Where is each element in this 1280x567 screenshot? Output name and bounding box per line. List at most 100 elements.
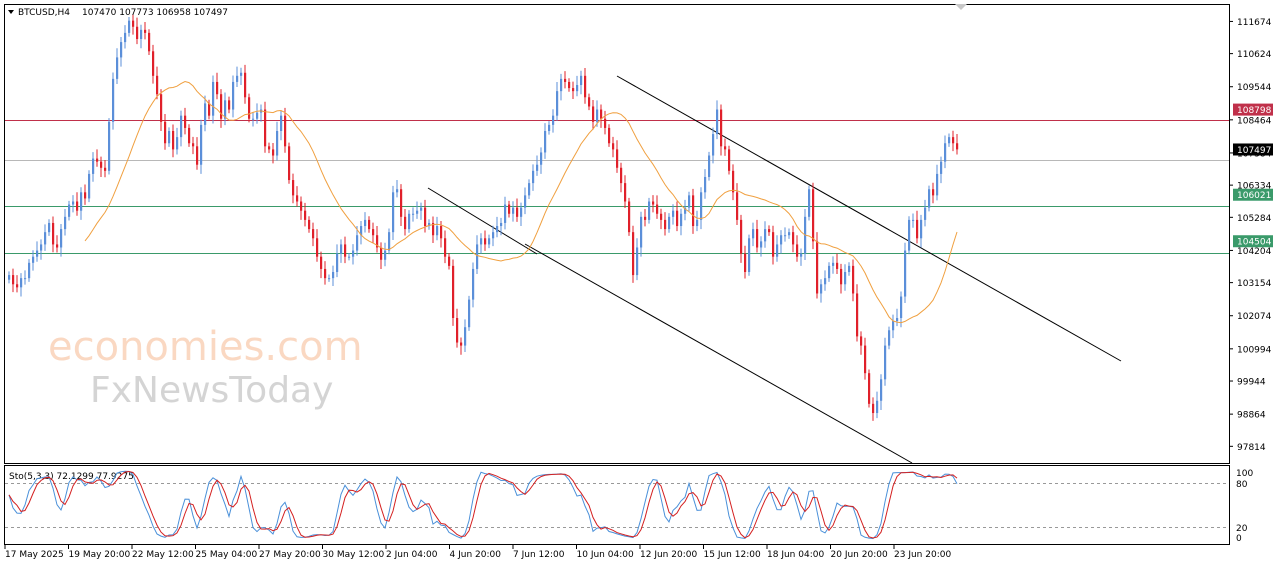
candle	[220, 89, 223, 128]
time-tick-label: 19 May 20:00	[69, 550, 131, 560]
candle	[756, 219, 759, 253]
candle	[644, 209, 647, 227]
main-pane-frame	[4, 4, 1230, 464]
candle	[788, 228, 791, 239]
candle	[948, 133, 951, 147]
candle	[228, 96, 231, 114]
time-axis: 17 May 2025 19 May 20:00 22 May 12:00 25 Ma…	[4, 545, 951, 560]
candle	[936, 164, 939, 201]
candle	[576, 75, 579, 97]
candle	[676, 201, 679, 232]
candle	[776, 235, 779, 262]
candle	[536, 155, 539, 176]
candle	[272, 142, 275, 164]
time-tick-label: 7 Jun 12:00	[513, 550, 565, 560]
candle	[616, 140, 619, 173]
candle	[344, 236, 347, 264]
candle	[848, 262, 851, 276]
candle	[736, 183, 739, 225]
candle	[28, 259, 31, 282]
stochastic-pane-frame	[4, 465, 1230, 545]
candle	[292, 173, 295, 204]
candle	[800, 248, 803, 266]
candle	[904, 242, 907, 303]
candle	[388, 228, 391, 255]
scroll-marker-icon[interactable]	[955, 4, 967, 10]
candle	[952, 130, 955, 152]
symbol-dropdown-icon[interactable]	[8, 10, 14, 14]
price-tick-label: 97814	[1237, 443, 1266, 453]
candle	[212, 75, 215, 124]
candle	[200, 119, 203, 174]
candle	[716, 100, 719, 140]
candle	[688, 191, 691, 212]
price-tick-label: 104204	[1237, 247, 1272, 257]
candle	[548, 121, 551, 135]
watermark-economies: economies.com	[48, 324, 363, 370]
candle	[352, 244, 355, 265]
candle	[608, 124, 611, 147]
candle	[508, 200, 511, 218]
time-tick-label: 18 Jun 04:00	[767, 550, 824, 560]
candle	[172, 124, 175, 158]
stochastic-tick-80: 80	[1236, 480, 1248, 490]
candle	[480, 233, 483, 254]
candle	[624, 175, 627, 208]
candle	[124, 25, 127, 49]
candle	[360, 220, 363, 245]
candle	[648, 197, 651, 224]
candle	[808, 185, 811, 221]
channel-inner-line[interactable]	[427, 187, 538, 255]
candle	[540, 147, 543, 174]
candle	[896, 308, 899, 327]
candle	[340, 239, 343, 263]
price-tick-label: 111674	[1237, 18, 1272, 28]
candle	[116, 48, 119, 84]
candle	[744, 245, 747, 279]
moving-average-line	[84, 80, 958, 324]
candle	[888, 326, 891, 350]
price-tag-support: 106021	[1233, 188, 1273, 201]
candle	[348, 253, 351, 261]
svg-text:108798: 108798	[1237, 106, 1272, 116]
candle	[140, 24, 143, 49]
candle	[448, 253, 451, 270]
candle	[672, 204, 675, 225]
candle	[832, 256, 835, 274]
candle	[460, 337, 463, 355]
stochastic-tick-20: 20	[1236, 524, 1248, 534]
price-tick-label: 110624	[1237, 50, 1272, 60]
candle	[440, 220, 443, 248]
candle	[320, 251, 323, 279]
candle	[468, 295, 471, 331]
candle	[580, 70, 583, 95]
candle	[236, 66, 239, 88]
candle	[844, 264, 847, 291]
candle	[144, 22, 147, 40]
svg-text:106021: 106021	[1237, 191, 1271, 201]
price-tick-label: 102074	[1237, 312, 1272, 322]
channel-upper-line[interactable]	[616, 75, 1122, 362]
candle	[376, 226, 379, 253]
candle	[828, 262, 831, 282]
price-tick-label: 105284	[1237, 214, 1272, 224]
candle	[312, 222, 315, 247]
candle	[428, 219, 431, 230]
candle	[76, 192, 79, 216]
time-tick-label: 15 Jun 12:00	[704, 550, 761, 560]
candle	[868, 369, 871, 408]
candle	[56, 235, 59, 253]
candle	[712, 127, 715, 164]
candle	[296, 186, 299, 207]
candle	[120, 37, 123, 67]
candle	[164, 113, 167, 150]
candle	[484, 230, 487, 251]
candle	[188, 124, 191, 147]
channel-lower-line[interactable]	[524, 243, 913, 464]
price-tag-support: 104504	[1233, 235, 1273, 248]
candle	[192, 136, 195, 155]
candle	[256, 103, 259, 124]
candle	[284, 107, 287, 153]
candle	[840, 263, 843, 294]
